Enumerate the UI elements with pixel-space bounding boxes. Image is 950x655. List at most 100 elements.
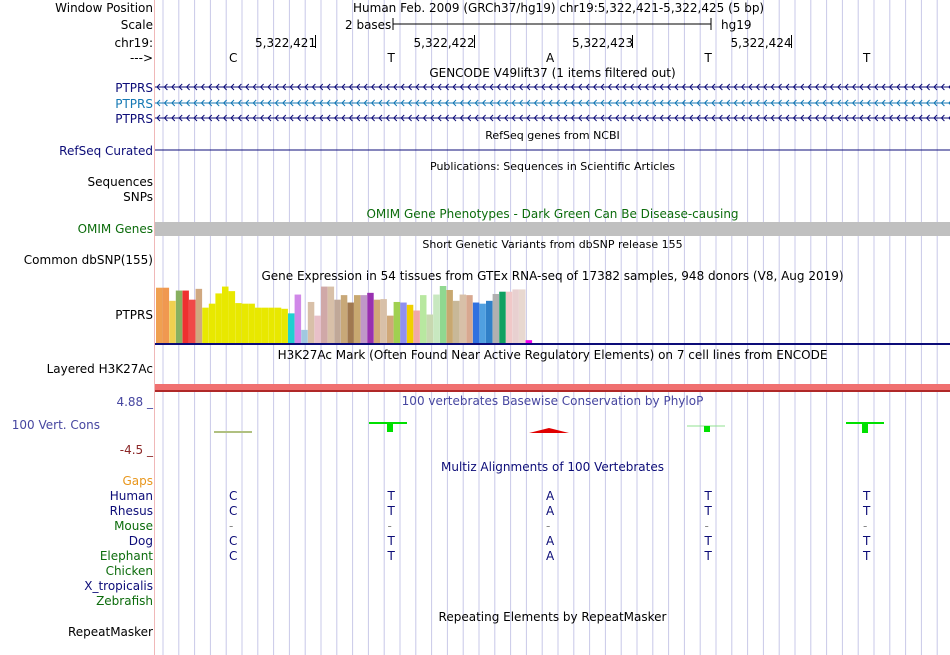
strand-arrow xyxy=(800,99,805,107)
strand-arrow xyxy=(356,83,361,91)
multiz-species-label[interactable]: Zebrafish xyxy=(96,594,153,608)
strand-arrow xyxy=(615,83,620,91)
strand-arrow xyxy=(792,114,797,122)
gencode-track-title: GENCODE V49lift37 (1 items filtered out) xyxy=(429,66,676,80)
multiz-species-label[interactable]: Mouse xyxy=(114,519,153,533)
base-letter: T xyxy=(704,51,712,65)
strand-arrow xyxy=(526,83,531,91)
multiz-base: T xyxy=(863,549,871,563)
gtex-expression-chart[interactable] xyxy=(155,283,950,346)
strand-arrow xyxy=(763,83,768,91)
strand-arrow xyxy=(356,99,361,107)
strand-arrow xyxy=(637,114,642,122)
strand-arrow xyxy=(407,114,412,122)
gtex-tissue-bar xyxy=(340,295,348,343)
gtex-tissue-bar xyxy=(459,294,467,343)
strand-arrow xyxy=(792,99,797,107)
strand-arrow xyxy=(689,99,694,107)
gtex-tissue-bar xyxy=(354,295,361,343)
gtex-tissue-bar xyxy=(281,308,288,343)
base-letter: T xyxy=(863,51,871,65)
omim-feature-bar[interactable] xyxy=(155,222,950,236)
strand-arrow xyxy=(304,83,309,91)
publications-snps-label[interactable]: SNPs xyxy=(123,190,153,204)
strand-arrow xyxy=(304,99,309,107)
multiz-species-label[interactable]: Human xyxy=(109,489,153,503)
gtex-tissue-bar xyxy=(334,299,341,343)
multiz-species-label[interactable]: Rhesus xyxy=(109,504,153,518)
strand-arrow xyxy=(208,114,213,122)
gtex-tissue-bar xyxy=(248,303,255,343)
gencode-gene-label-1[interactable]: PTPRS xyxy=(115,81,153,95)
strand-arrow xyxy=(896,83,901,91)
strand-arrow xyxy=(644,83,649,91)
strand-arrow xyxy=(903,83,908,91)
base-letter: T xyxy=(387,51,395,65)
strand-arrow xyxy=(837,99,842,107)
strand-arrow xyxy=(777,83,782,91)
multiz-base: A xyxy=(546,534,555,548)
strand-arrow xyxy=(948,85,950,89)
multiz-base: C xyxy=(229,504,238,518)
multiz-species-label[interactable]: Gaps xyxy=(122,474,153,488)
strand-arrow xyxy=(474,114,479,122)
strand-arrow xyxy=(681,99,686,107)
gencode-transcript-2 xyxy=(155,99,950,107)
gtex-tissue-bar xyxy=(241,303,249,343)
strand-arrow xyxy=(755,114,760,122)
gtex-tissue-bar xyxy=(433,294,440,343)
publications-sequences-label[interactable]: Sequences xyxy=(87,175,153,189)
strand-arrow xyxy=(807,114,812,122)
strand-arrow xyxy=(851,114,856,122)
strand-arrow xyxy=(748,114,753,122)
strand-arrow xyxy=(777,114,782,122)
strand-arrow xyxy=(259,83,264,91)
gencode-gene-models[interactable] xyxy=(155,80,950,128)
strand-arrow xyxy=(518,83,523,91)
gencode-gene-label-3[interactable]: PTPRS xyxy=(115,112,153,126)
strand-arrow xyxy=(311,114,316,122)
multiz-species-label[interactable]: Chicken xyxy=(105,564,153,578)
strand-arrow xyxy=(282,83,287,91)
strand-arrow xyxy=(948,101,950,105)
strand-arrow xyxy=(881,114,886,122)
multiz-base: T xyxy=(387,504,395,518)
strand-arrow xyxy=(644,99,649,107)
strand-arrow xyxy=(866,99,871,107)
strand-arrow xyxy=(918,114,923,122)
strand-arrow xyxy=(637,99,642,107)
multiz-species-label[interactable]: Elephant xyxy=(99,549,153,563)
multiz-species-label[interactable]: X_tropicalis xyxy=(84,579,153,593)
strand-arrow xyxy=(555,99,560,107)
gencode-gene-label-2[interactable]: PTPRS xyxy=(115,97,153,111)
refseq-gene-model[interactable] xyxy=(155,144,950,158)
strand-arrow xyxy=(385,99,390,107)
strand-arrow xyxy=(770,114,775,122)
strand-arrow xyxy=(185,99,190,107)
refseq-label[interactable]: RefSeq Curated xyxy=(59,144,153,158)
omim-label[interactable]: OMIM Genes xyxy=(77,222,153,236)
strand-arrow xyxy=(304,114,309,122)
strand-arrow xyxy=(652,99,657,107)
dbsnp-label[interactable]: Common dbSNP(155) xyxy=(23,253,153,267)
phylop-label[interactable]: 100 Vert. Cons xyxy=(11,418,100,432)
gtex-label[interactable]: PTPRS xyxy=(115,308,153,322)
strand-label: ---> xyxy=(129,51,153,65)
strand-arrow xyxy=(659,99,664,107)
strand-arrow xyxy=(814,114,819,122)
gtex-tissue-bar xyxy=(314,315,321,343)
strand-arrow xyxy=(570,114,575,122)
strand-arrow xyxy=(296,83,301,91)
strand-arrow xyxy=(615,99,620,107)
h3k27ac-signal-band[interactable] xyxy=(155,384,950,390)
h3k27ac-signal-edge xyxy=(155,390,950,392)
strand-arrow xyxy=(703,83,708,91)
phylop-conservation-plot[interactable] xyxy=(155,418,950,438)
strand-arrow xyxy=(888,99,893,107)
multiz-base: T xyxy=(387,549,395,563)
strand-arrow xyxy=(763,114,768,122)
multiz-species-label[interactable]: Dog xyxy=(128,534,153,548)
repeatmasker-label[interactable]: RepeatMasker xyxy=(67,625,153,639)
h3k27ac-label[interactable]: Layered H3K27Ac xyxy=(46,362,153,376)
strand-arrow xyxy=(222,99,227,107)
